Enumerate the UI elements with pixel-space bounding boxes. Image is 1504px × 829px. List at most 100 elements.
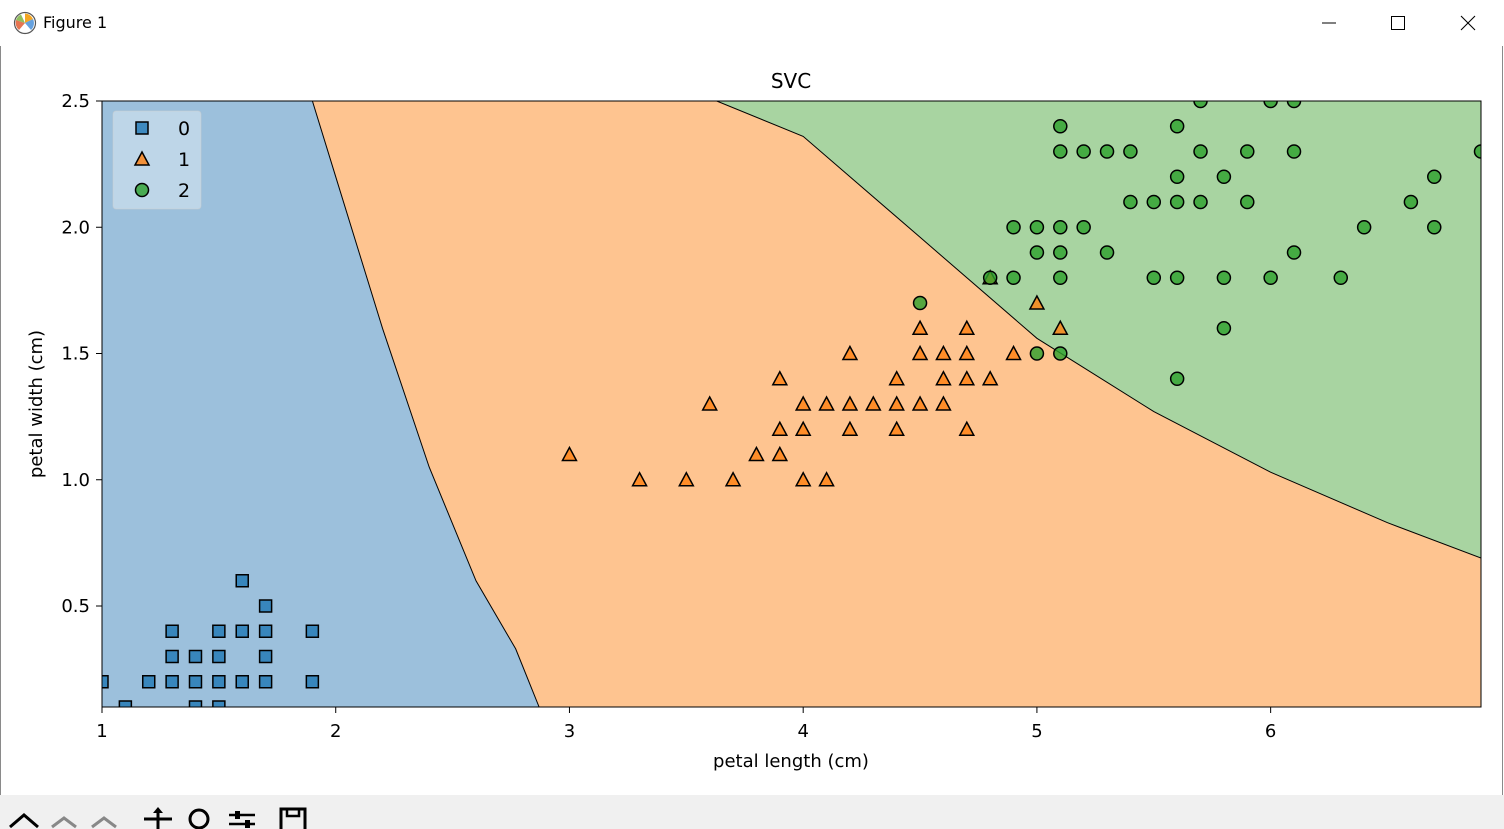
- legend-box: [112, 110, 202, 210]
- class-2-point: [1216, 169, 1232, 184]
- forward-icon[interactable]: [86, 805, 122, 829]
- class-1-point: [888, 370, 905, 386]
- class-1-point: [794, 420, 812, 436]
- y-tick-label: 2.0: [61, 217, 90, 238]
- class-1-point: [958, 344, 976, 361]
- class-1-point: [748, 445, 765, 462]
- class-1-point: [1005, 344, 1022, 361]
- class-2-point: [912, 295, 928, 311]
- class-2-point: [1193, 144, 1208, 159]
- class-0-point: [305, 624, 320, 638]
- legend-label-1: 1: [178, 149, 190, 171]
- window-title: Figure 1: [43, 13, 108, 32]
- class-2-point: [1146, 194, 1162, 210]
- class-0-point: [165, 624, 179, 638]
- class-1-point: [888, 395, 905, 411]
- class-2-point: [1099, 245, 1115, 260]
- class-2-point: [1053, 220, 1068, 235]
- home-icon[interactable]: [6, 805, 42, 829]
- x-tick-label: 2: [330, 721, 341, 742]
- class-2-point: [1193, 101, 1208, 109]
- class-1-point: [771, 370, 789, 386]
- back-icon[interactable]: [46, 805, 82, 829]
- title-bar[interactable]: Figure 1: [0, 0, 1504, 46]
- minimize-icon: [1322, 22, 1336, 24]
- class-2-point: [1169, 169, 1185, 184]
- legend-marker-0: [135, 121, 149, 135]
- class-0-point: [258, 675, 273, 689]
- class-0-point: [305, 675, 320, 689]
- class-1-point: [631, 471, 648, 487]
- class-1-point: [911, 319, 929, 335]
- class-1-point: [958, 370, 976, 386]
- decision-region-0: [102, 101, 540, 707]
- class-2-point: [1053, 270, 1068, 285]
- class-2-point: [1240, 194, 1255, 210]
- axes-frame: [101, 100, 1482, 708]
- class-2-point: [1356, 220, 1372, 235]
- legend-marker-2: [134, 182, 150, 198]
- class-1-point: [888, 420, 905, 436]
- class-0-point: [212, 649, 226, 664]
- class-0-point: [258, 599, 273, 613]
- class-1-point: [561, 445, 578, 462]
- class-2-point: [1427, 220, 1442, 235]
- class-2-point: [1123, 144, 1138, 159]
- class-2-point: [1029, 220, 1045, 235]
- class-2-point: [1146, 270, 1162, 285]
- chart-title: SVC: [771, 69, 811, 93]
- class-1-point: [794, 395, 812, 411]
- class-1-point: [935, 370, 952, 386]
- figure-canvas[interactable]: SVC 1 2 3 4 5 6 0.5 1.0 1.5 2.0 2.5 petal length (…: [0, 46, 1504, 795]
- minimize-button[interactable]: [1295, 0, 1363, 46]
- x-tick-label: 3: [564, 721, 575, 742]
- class-2-point: [1006, 270, 1021, 285]
- class-0-point: [212, 700, 226, 707]
- y-axis-label: petal width (cm): [26, 330, 47, 478]
- class-2-point: [1286, 245, 1302, 260]
- class-2-point: [1053, 119, 1068, 134]
- close-button[interactable]: [1434, 0, 1502, 46]
- class-2-point: [1403, 194, 1419, 210]
- matplotlib-logo-icon: [13, 11, 37, 35]
- plot-area: [102, 101, 1481, 707]
- class-2-point: [1216, 321, 1232, 336]
- class-2-point: [1240, 144, 1255, 159]
- legend: 0 1 2: [112, 110, 202, 210]
- class-1-point: [724, 471, 742, 487]
- pan-icon[interactable]: [140, 805, 176, 829]
- x-axis-label: petal length (cm): [713, 751, 869, 772]
- save-icon[interactable]: [276, 805, 312, 829]
- class-0-point: [235, 675, 249, 689]
- decision-boundary-1-2: [716, 101, 1481, 559]
- class-0-point: [212, 675, 226, 689]
- class-1-point: [771, 445, 789, 462]
- class-1-point: [865, 395, 882, 411]
- zoom-icon[interactable]: [182, 805, 218, 829]
- configure-subplots-icon[interactable]: [224, 805, 260, 829]
- class-0-point: [235, 574, 249, 588]
- class-1-point: [794, 471, 812, 487]
- class-1-point: [911, 395, 929, 411]
- class-2-point: [1193, 194, 1208, 210]
- class-2-point: [1053, 245, 1068, 260]
- class-2-point: [1286, 101, 1302, 109]
- close-icon: [1460, 15, 1476, 31]
- class-0-point: [165, 649, 179, 664]
- x-tick-label: 5: [1031, 721, 1042, 742]
- class-0-point: [258, 649, 273, 664]
- maximize-icon: [1391, 16, 1405, 30]
- class-1-point: [841, 344, 859, 361]
- class-0-point: [141, 675, 156, 689]
- y-tick-label: 0.5: [61, 596, 90, 617]
- maximize-button[interactable]: [1364, 0, 1432, 46]
- y-tick-label: 1.5: [61, 344, 90, 365]
- class-2-point: [1029, 245, 1045, 260]
- class-2-point: [1076, 220, 1091, 235]
- class-0-point: [212, 624, 226, 638]
- class-2-point: [1099, 144, 1115, 159]
- series-1: [561, 269, 1069, 487]
- class-2-point: [1263, 270, 1278, 285]
- decision-region-2: [716, 101, 1481, 558]
- class-1-point: [841, 395, 859, 411]
